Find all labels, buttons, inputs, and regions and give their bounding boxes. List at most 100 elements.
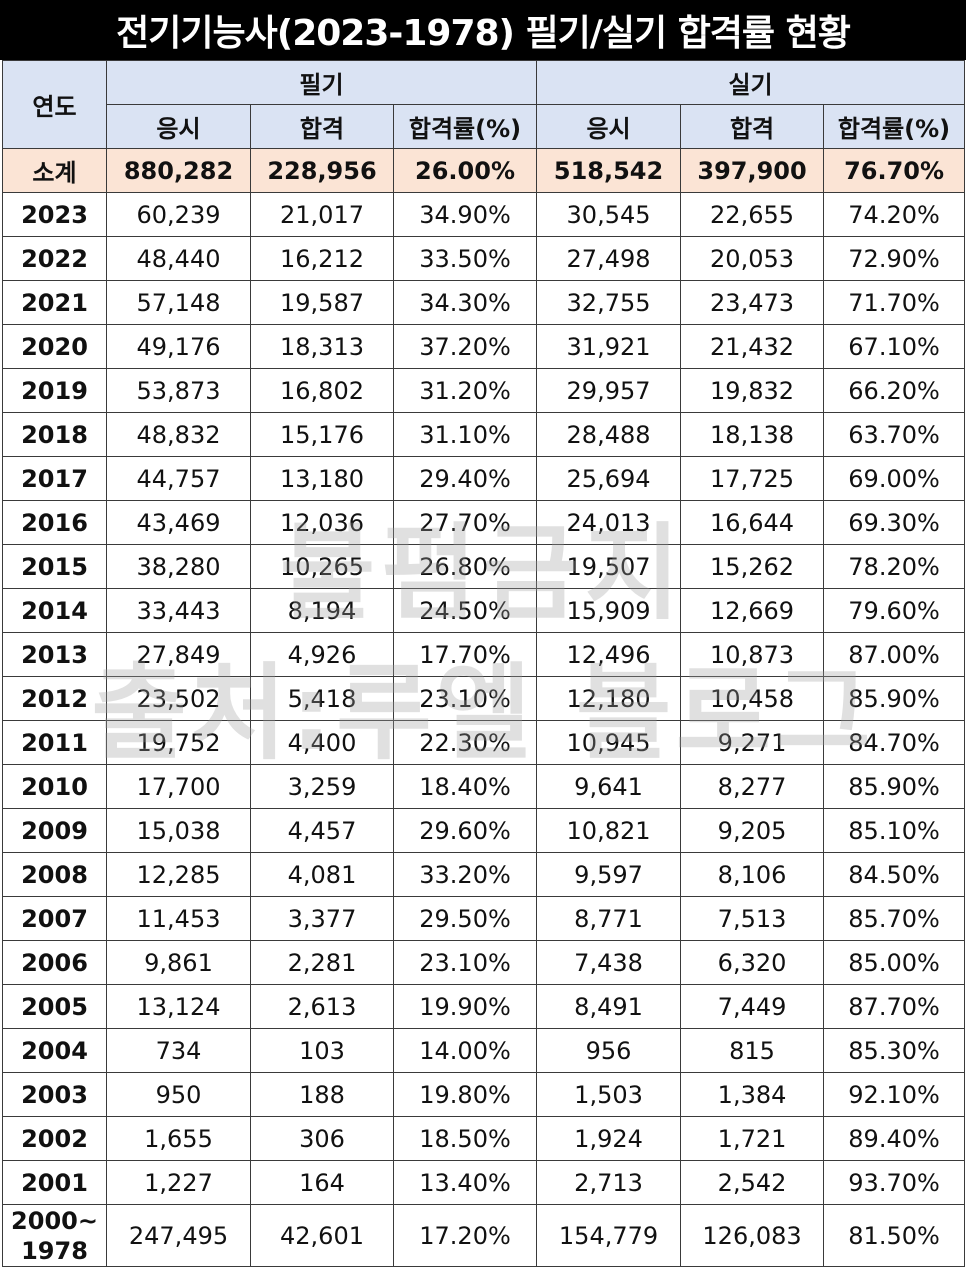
written-passed-cell: 15,176 — [250, 412, 394, 457]
written-passed-cell: 8,194 — [250, 588, 394, 633]
written-applicants-cell: 53,873 — [106, 368, 251, 413]
practical-passed-cell: 20,053 — [680, 236, 825, 281]
year-cell: 2018 — [2, 412, 107, 457]
header-written-rate: 합격률(%) — [392, 104, 538, 149]
written-applicants-cell: 19,752 — [106, 720, 251, 765]
written-applicants-cell: 27,849 — [106, 632, 251, 677]
written-applicants-cell: 11,453 — [106, 896, 251, 941]
written-rate-cell: 34.90% — [392, 192, 538, 237]
year-cell: 2019 — [2, 368, 107, 413]
table-row: 2007 11,453 3,377 29.50% 8,771 7,513 85.70% — [2, 896, 966, 941]
practical-applicants-cell: 956 — [536, 1028, 682, 1073]
table-row-2000-1978: 2000~ 1978 247,495 42,601 17.20% 154,779 … — [2, 1204, 966, 1267]
written-rate-cell: 26.80% — [392, 544, 538, 589]
table-row: 2017 44,757 13,180 29.40% 25,694 17,725 69.00% — [2, 456, 966, 501]
written-passed-cell: 2,281 — [250, 940, 394, 985]
year-cell: 2006 — [2, 940, 107, 985]
year-cell: 2005 — [2, 984, 107, 1029]
practical-applicants-cell: 9,597 — [536, 852, 682, 897]
pass-rate-table: 연도 필기 실기 응시 합격 합격률(%) 응시 합격 합격률(%) 소계 88… — [2, 60, 966, 1267]
written-rate-cell: 29.60% — [392, 808, 538, 853]
written-applicants-cell: 33,443 — [106, 588, 251, 633]
year-cell: 2003 — [2, 1072, 107, 1117]
practical-passed-cell: 6,320 — [680, 940, 825, 985]
written-rate-cell: 17.70% — [392, 632, 538, 677]
practical-applicants-cell: 29,957 — [536, 368, 682, 413]
year-cell: 2004 — [2, 1028, 107, 1073]
year-cell: 2014 — [2, 588, 107, 633]
header-written-passed: 합격 — [250, 104, 394, 149]
practical-applicants-cell: 8,491 — [536, 984, 682, 1029]
practical-passed-cell: 815 — [680, 1028, 825, 1073]
subtotal-written-passed: 228,956 — [250, 148, 394, 193]
practical-passed-cell: 19,832 — [680, 368, 825, 413]
written-rate-cell: 34.30% — [392, 280, 538, 325]
year-cell: 2001 — [2, 1160, 107, 1205]
practical-applicants-cell: 154,779 — [536, 1204, 682, 1267]
written-passed-cell: 21,017 — [250, 192, 394, 237]
practical-applicants-cell: 28,488 — [536, 412, 682, 457]
practical-rate-cell: 85.90% — [823, 764, 966, 809]
practical-rate-cell: 79.60% — [823, 588, 966, 633]
written-rate-cell: 18.50% — [392, 1116, 538, 1161]
practical-rate-cell: 85.30% — [823, 1028, 966, 1073]
practical-passed-cell: 9,205 — [680, 808, 825, 853]
written-passed-cell: 4,081 — [250, 852, 394, 897]
practical-passed-cell: 8,277 — [680, 764, 825, 809]
year-cell: 2007 — [2, 896, 107, 941]
written-rate-cell: 37.20% — [392, 324, 538, 369]
table-row: 2001 1,227 164 13.40% 2,713 2,542 93.70% — [2, 1160, 966, 1205]
practical-rate-cell: 85.00% — [823, 940, 966, 985]
practical-rate-cell: 81.50% — [823, 1204, 966, 1267]
year-cell: 2000~ 1978 — [2, 1204, 107, 1267]
practical-passed-cell: 18,138 — [680, 412, 825, 457]
written-rate-cell: 19.80% — [392, 1072, 538, 1117]
practical-applicants-cell: 1,924 — [536, 1116, 682, 1161]
practical-rate-cell: 87.70% — [823, 984, 966, 1029]
table-row: 2018 48,832 15,176 31.10% 28,488 18,138 63.70% — [2, 412, 966, 457]
practical-applicants-cell: 2,713 — [536, 1160, 682, 1205]
year-range-start: 2000~ — [11, 1206, 98, 1235]
practical-rate-cell: 85.90% — [823, 676, 966, 721]
practical-passed-cell: 23,473 — [680, 280, 825, 325]
practical-passed-cell: 21,432 — [680, 324, 825, 369]
year-cell: 2011 — [2, 720, 107, 765]
practical-applicants-cell: 27,498 — [536, 236, 682, 281]
written-applicants-cell: 57,148 — [106, 280, 251, 325]
written-applicants-cell: 15,038 — [106, 808, 251, 853]
written-applicants-cell: 48,832 — [106, 412, 251, 457]
practical-applicants-cell: 30,545 — [536, 192, 682, 237]
practical-rate-cell: 78.20% — [823, 544, 966, 589]
written-passed-cell: 164 — [250, 1160, 394, 1205]
year-cell: 2013 — [2, 632, 107, 677]
written-applicants-cell: 13,124 — [106, 984, 251, 1029]
written-passed-cell: 2,613 — [250, 984, 394, 1029]
header-practical-passed: 합격 — [680, 104, 825, 149]
table-row: 2009 15,038 4,457 29.60% 10,821 9,205 85.10% — [2, 808, 966, 853]
table-row: 2003 950 188 19.80% 1,503 1,384 92.10% — [2, 1072, 966, 1117]
subtotal-row: 소계 880,282 228,956 26.00% 518,542 397,90… — [2, 148, 966, 193]
written-applicants-cell: 734 — [106, 1028, 251, 1073]
written-passed-cell: 5,418 — [250, 676, 394, 721]
subtotal-written-applicants: 880,282 — [106, 148, 251, 193]
written-rate-cell: 23.10% — [392, 940, 538, 985]
practical-passed-cell: 10,458 — [680, 676, 825, 721]
year-cell: 2022 — [2, 236, 107, 281]
practical-rate-cell: 87.00% — [823, 632, 966, 677]
subtotal-written-rate: 26.00% — [392, 148, 538, 193]
practical-passed-cell: 126,083 — [680, 1204, 825, 1267]
written-rate-cell: 29.50% — [392, 896, 538, 941]
written-rate-cell: 17.20% — [392, 1204, 538, 1267]
table-row: 2020 49,176 18,313 37.20% 31,921 21,432 67.10% — [2, 324, 966, 369]
written-passed-cell: 306 — [250, 1116, 394, 1161]
table-row: 2023 60,239 21,017 34.90% 30,545 22,655 74.20% — [2, 192, 966, 237]
practical-applicants-cell: 9,641 — [536, 764, 682, 809]
practical-passed-cell: 9,271 — [680, 720, 825, 765]
practical-applicants-cell: 31,921 — [536, 324, 682, 369]
practical-passed-cell: 10,873 — [680, 632, 825, 677]
practical-passed-cell: 2,542 — [680, 1160, 825, 1205]
year-cell: 2021 — [2, 280, 107, 325]
written-rate-cell: 33.20% — [392, 852, 538, 897]
subtotal-practical-passed: 397,900 — [680, 148, 825, 193]
practical-passed-cell: 1,721 — [680, 1116, 825, 1161]
